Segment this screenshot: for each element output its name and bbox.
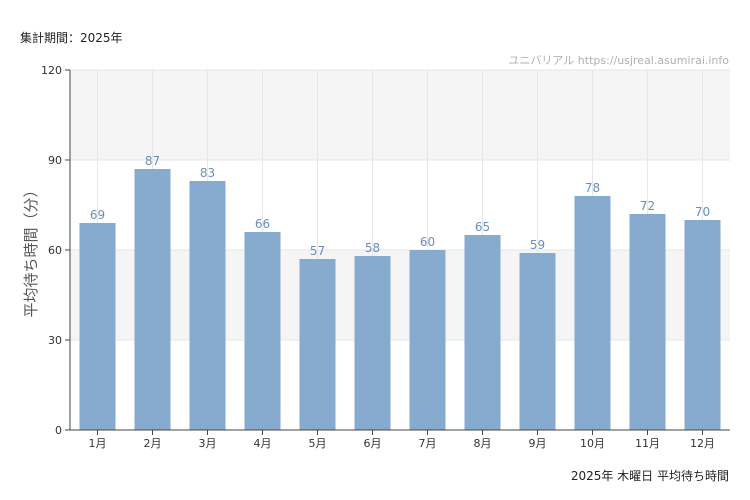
bar[interactable] <box>574 196 611 430</box>
data-label: 69 <box>90 208 105 222</box>
y-tick-labels: 0 30 60 90 120 <box>41 64 70 437</box>
bar[interactable] <box>79 223 116 430</box>
bar[interactable] <box>189 181 226 430</box>
bar[interactable] <box>299 259 336 430</box>
x-tick-label: 8月 <box>474 437 492 450</box>
data-label: 66 <box>255 217 270 231</box>
bars <box>79 169 721 430</box>
data-label: 58 <box>365 241 380 255</box>
y-tick-label: 60 <box>48 244 62 257</box>
x-tick-label: 10月 <box>580 437 605 450</box>
x-tick-label: 7月 <box>419 437 437 450</box>
x-tick-label: 2月 <box>144 437 162 450</box>
x-tick-label: 9月 <box>529 437 547 450</box>
x-tick-label: 5月 <box>309 437 327 450</box>
y-tick-label: 90 <box>48 154 62 167</box>
data-label: 78 <box>585 181 600 195</box>
bar[interactable] <box>629 214 666 430</box>
x-tick-label: 4月 <box>254 437 272 450</box>
x-tick-label: 1月 <box>89 437 107 450</box>
bar[interactable] <box>244 232 281 430</box>
bar[interactable] <box>519 253 556 430</box>
y-tick-label: 30 <box>48 334 62 347</box>
x-tick-label: 3月 <box>199 437 217 450</box>
data-label: 65 <box>475 220 490 234</box>
source-watermark[interactable]: ユニバリアル https://usjreal.asumirai.info <box>508 54 729 67</box>
data-label: 60 <box>420 235 435 249</box>
data-label: 83 <box>200 166 215 180</box>
data-labels: 69 87 83 66 57 58 60 65 59 78 72 70 <box>90 154 710 258</box>
background-bands <box>70 69 730 431</box>
y-axis-label: 平均待ち時間（分） <box>22 182 40 317</box>
bar[interactable] <box>684 220 721 430</box>
x-tick-label: 6月 <box>364 437 382 450</box>
data-label: 70 <box>695 205 710 219</box>
data-label: 59 <box>530 238 545 252</box>
chart-caption: 2025年 木曜日 平均待ち時間 <box>570 469 729 483</box>
data-label: 87 <box>145 154 160 168</box>
y-tick-label: 120 <box>41 64 62 77</box>
period-label: 集計期間：2025年 <box>20 31 123 45</box>
bar[interactable] <box>464 235 501 430</box>
data-label: 57 <box>310 244 325 258</box>
x-tick-labels: 1月 2月 3月 4月 5月 6月 7月 8月 9月 10月 11月 12月 <box>89 430 715 450</box>
bar[interactable] <box>354 256 391 430</box>
y-tick-label: 0 <box>55 424 62 437</box>
data-label: 72 <box>640 199 655 213</box>
x-tick-label: 11月 <box>635 437 660 450</box>
bar[interactable] <box>409 250 446 430</box>
grid-band <box>70 250 730 340</box>
grid-band <box>70 70 730 160</box>
x-tick-label: 12月 <box>690 437 715 450</box>
bar[interactable] <box>134 169 171 430</box>
